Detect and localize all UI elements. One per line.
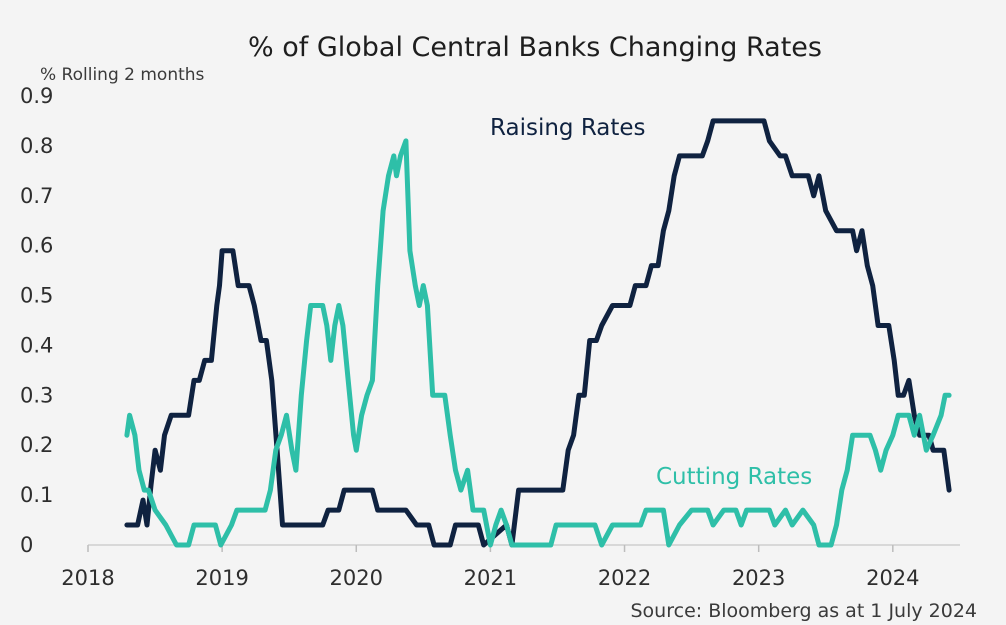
chart-title: % of Global Central Banks Changing Rates	[248, 32, 822, 63]
y-tick-label: 0.5	[20, 284, 53, 308]
y-tick-label: 0	[20, 533, 33, 557]
x-tick-label: 2019	[195, 566, 248, 590]
y-tick-label: 0.2	[20, 433, 53, 457]
y-tick-label: 0.8	[20, 134, 53, 158]
series-lines	[124, 118, 952, 548]
y-tick-label: 0.3	[20, 383, 53, 407]
cutting-rates-line	[124, 138, 952, 548]
y-axis-ticks: 0 0.1 0.2 0.3 0.4 0.5 0.6 0.7 0.8 0.9	[20, 84, 53, 557]
y-axis-unit-label: % Rolling 2 months	[40, 65, 205, 85]
source-note: Source: Bloomberg as at 1 July 2024	[631, 600, 978, 622]
raising-rates-line	[124, 118, 952, 548]
y-tick-label: 0.1	[20, 483, 53, 507]
cutting-rates-label: Cutting Rates	[656, 464, 812, 490]
raising-rates-label: Raising Rates	[490, 115, 646, 141]
x-tick-label: 2023	[732, 566, 785, 590]
x-tick-label: 2020	[330, 566, 383, 590]
x-tick-label: 2018	[61, 566, 114, 590]
x-tick-label: 2024	[866, 566, 919, 590]
x-tick-label: 2021	[464, 566, 517, 590]
y-tick-label: 0.4	[20, 333, 53, 357]
y-tick-label: 0.7	[20, 184, 53, 208]
x-tick-label: 2022	[598, 566, 651, 590]
y-tick-label: 0.6	[20, 234, 53, 258]
y-tick-label: 0.9	[20, 84, 53, 108]
